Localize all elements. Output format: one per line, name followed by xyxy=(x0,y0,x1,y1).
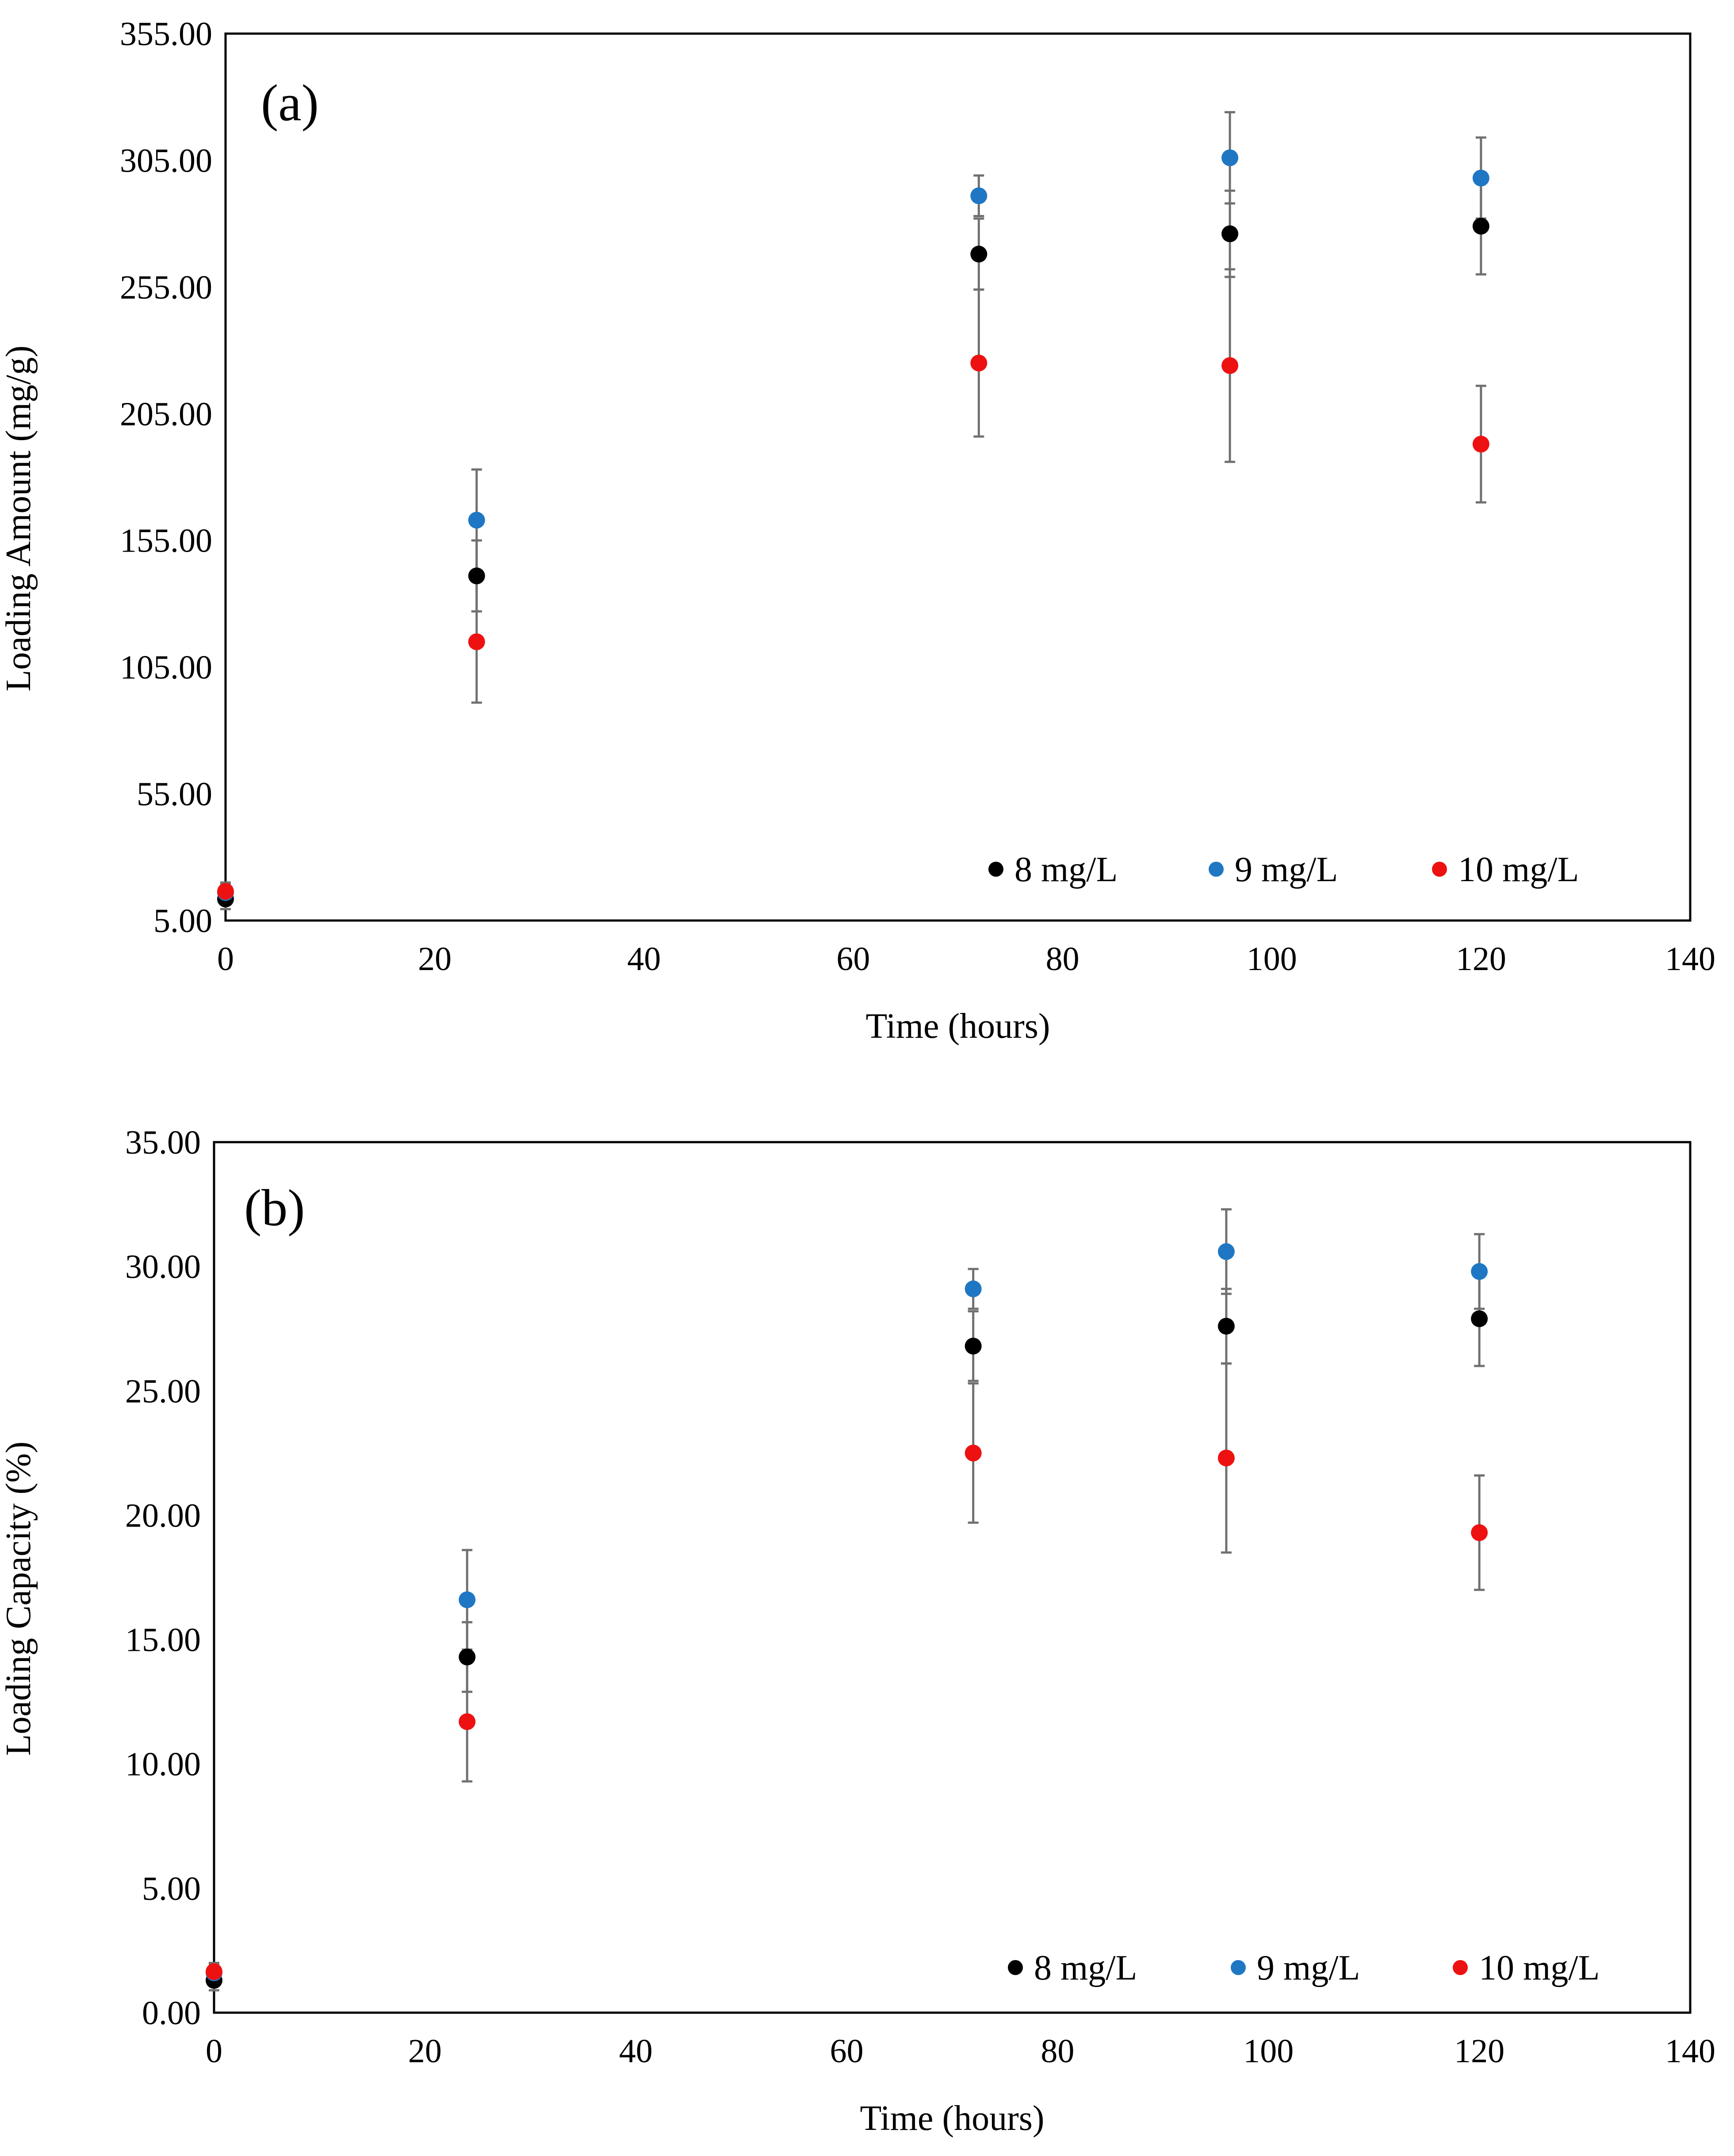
y-tick-label: 35.00 xyxy=(125,1124,201,1161)
y-tick-label: 15.00 xyxy=(125,1622,201,1659)
x-tick-label: 60 xyxy=(830,2033,864,2070)
x-tick-label: 0 xyxy=(206,2033,222,2070)
data-point xyxy=(1221,149,1239,166)
data-point xyxy=(468,567,485,584)
plot-area-frame xyxy=(224,32,1692,922)
x-tick-label: 120 xyxy=(1456,940,1506,978)
y-tick-label: 205.00 xyxy=(120,395,212,433)
x-tick-label: 100 xyxy=(1243,2033,1294,2070)
legend-label: 8 mg/L xyxy=(1014,850,1118,889)
y-tick-label: 20.00 xyxy=(125,1497,201,1534)
plot-area-frame xyxy=(213,1141,1692,2014)
data-point xyxy=(468,511,485,529)
x-tick-label: 0 xyxy=(217,940,234,978)
x-tick-label: 120 xyxy=(1454,2033,1504,2070)
data-point xyxy=(965,1444,982,1462)
legend: 8 mg/L 9 mg/L 10 mg/L xyxy=(1008,1949,1600,1987)
data-point xyxy=(217,883,234,900)
x-tick-label: 60 xyxy=(836,940,870,978)
data-point xyxy=(1221,225,1239,242)
legend-marker xyxy=(1453,1960,1468,1975)
data-point xyxy=(965,1280,982,1297)
y-axis-label: Loading Capacity (%) xyxy=(0,1442,38,1756)
y-tick-label: 10.00 xyxy=(125,1746,201,1783)
y-axis-label: Loading Amount (mg/g) xyxy=(0,345,38,691)
y-tick-label: 30.00 xyxy=(125,1248,201,1285)
legend-marker xyxy=(1231,1960,1246,1975)
data-point xyxy=(1472,218,1489,235)
data-point xyxy=(970,187,988,204)
legend-label: 9 mg/L xyxy=(1257,1949,1360,1987)
data-point xyxy=(1217,1450,1235,1467)
legend-label: 9 mg/L xyxy=(1235,850,1338,889)
y-tick-label: 0.00 xyxy=(142,1995,201,2032)
data-point xyxy=(1471,1263,1488,1280)
y-tick-label: 105.00 xyxy=(120,649,212,686)
legend: 8 mg/L 9 mg/L 10 mg/L xyxy=(988,850,1579,889)
data-point xyxy=(1471,1310,1488,1327)
data-point xyxy=(1217,1318,1235,1335)
y-tick-label: 5.00 xyxy=(142,1870,201,1907)
y-tick-label: 355.00 xyxy=(120,15,212,53)
data-point xyxy=(459,1713,476,1730)
data-point xyxy=(1471,1524,1488,1541)
data-point xyxy=(1472,436,1489,453)
data-point xyxy=(459,1591,476,1608)
x-tick-label: 80 xyxy=(1046,940,1079,978)
x-tick-label: 20 xyxy=(408,2033,442,2070)
panel-label: (a) xyxy=(261,74,319,132)
x-axis-label: Time (hours) xyxy=(860,2099,1044,2138)
legend-marker xyxy=(988,862,1003,877)
data-point xyxy=(965,1338,982,1355)
data-point xyxy=(1472,169,1489,187)
y-tick-label: 55.00 xyxy=(137,776,212,813)
data-point xyxy=(468,633,485,650)
chart-panel-b: 0 20 40 60 80 100 120 140 0.00 5.00 10.00 15.00 20.0… xyxy=(0,1124,1715,2138)
y-tick-label: 5.00 xyxy=(153,902,212,940)
data-point xyxy=(459,1648,476,1665)
legend-label: 8 mg/L xyxy=(1034,1949,1137,1987)
legend-label: 10 mg/L xyxy=(1479,1949,1600,1987)
x-tick-label: 40 xyxy=(627,940,661,978)
x-axis-label: Time (hours) xyxy=(865,1007,1050,1046)
data-point xyxy=(206,1963,222,1980)
x-tick-label: 100 xyxy=(1247,940,1297,978)
y-tick-label: 305.00 xyxy=(120,142,212,179)
panel-label: (b) xyxy=(244,1179,305,1237)
y-tick-label: 255.00 xyxy=(120,269,212,306)
y-tick-label: 155.00 xyxy=(120,522,212,560)
chart-panel-a: 0 20 40 60 80 100 120 140 5.00 55.00 105.00 155.00 2… xyxy=(0,15,1715,1046)
data-point xyxy=(970,246,988,263)
legend-label: 10 mg/L xyxy=(1458,850,1579,889)
x-tick-label: 140 xyxy=(1665,2033,1715,2070)
legend-marker xyxy=(1432,862,1447,877)
legend-marker xyxy=(1008,1960,1023,1975)
x-tick-label: 40 xyxy=(619,2033,653,2070)
x-tick-label: 20 xyxy=(418,940,452,978)
x-tick-label: 140 xyxy=(1665,940,1715,978)
y-tick-label: 25.00 xyxy=(125,1373,201,1410)
x-tick-label: 80 xyxy=(1041,2033,1074,2070)
data-point xyxy=(1221,357,1239,374)
legend-marker xyxy=(1209,862,1224,877)
data-point xyxy=(1217,1243,1235,1260)
data-point xyxy=(970,354,988,372)
